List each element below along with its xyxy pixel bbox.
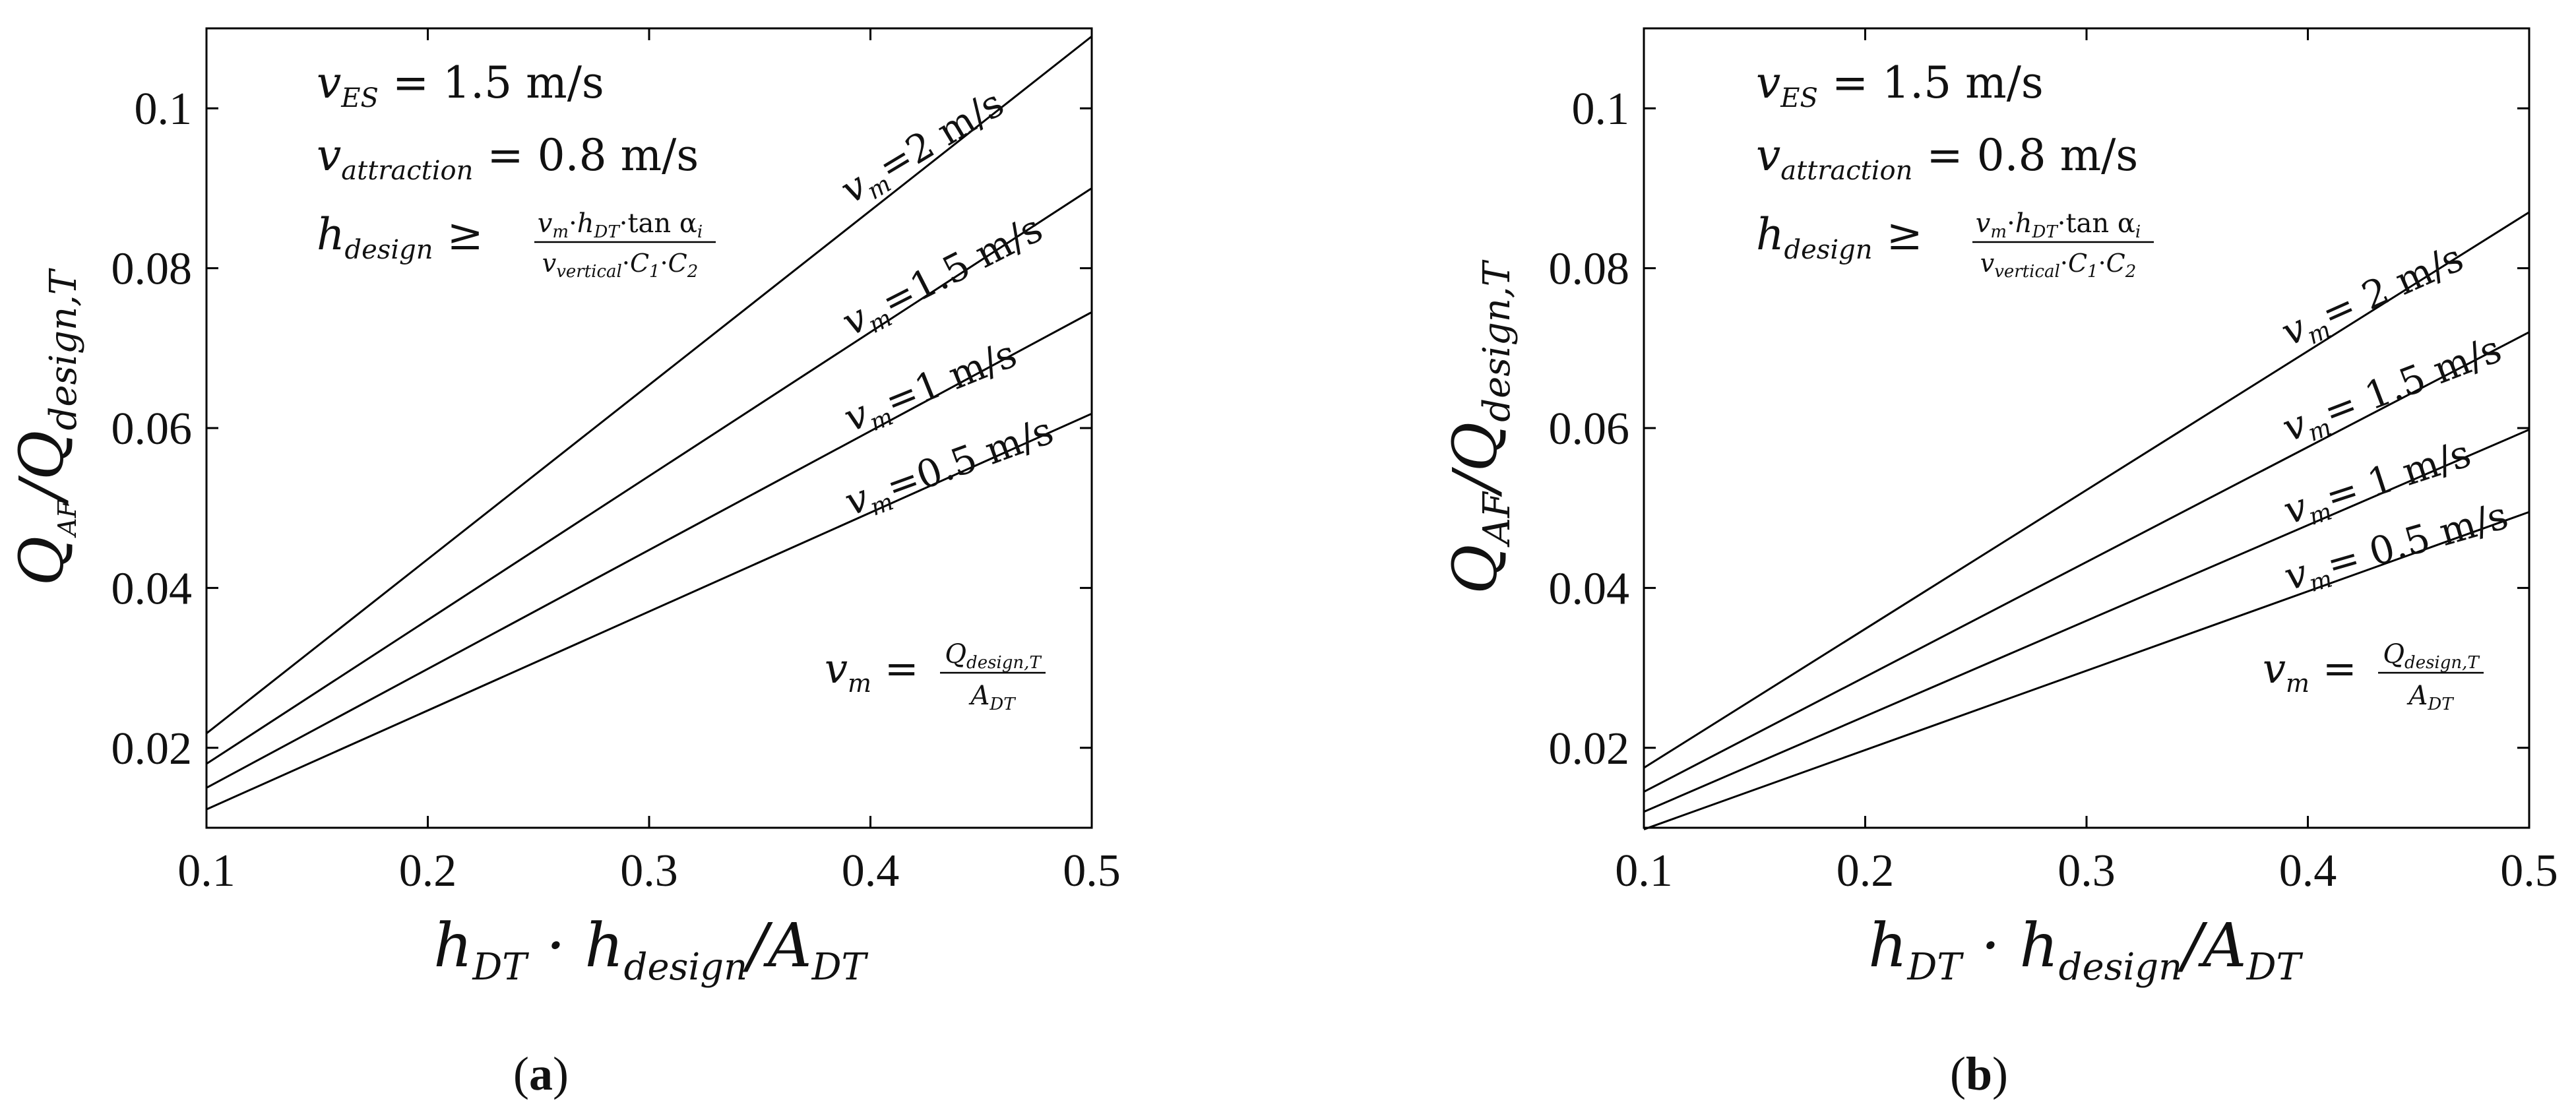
y-tick-label: 0.1 (135, 84, 193, 135)
y-tick-label: 0.08 (1549, 244, 1630, 295)
x-tick-label: 0.3 (2058, 846, 2116, 896)
series-line-1 (1643, 331, 2530, 793)
svg-text:vvertical·C1·C2: vvertical·C1·C2 (1980, 249, 2137, 282)
vm-formula: vm = Qdesign,T ADT (2263, 639, 2484, 714)
hdesign-formula: hdesign ≥ vm·hDT·tan αi vvertical·C1·C2 (317, 208, 716, 282)
series-line-2 (206, 311, 1092, 789)
x-tick-label: 0.4 (2279, 846, 2337, 896)
x-axis-label: hDT · hdesign/ADT (1868, 910, 2303, 989)
vm-formula: vm = Qdesign,T ADT (825, 639, 1046, 714)
x-axis-label: hDT · hdesign/ADT (433, 910, 868, 989)
series-label-vm-1-5: vm=1.5 m/s (834, 206, 1052, 349)
y-axis-label: QAF/Qdesign,T (7, 268, 85, 586)
panel-a: 0.1 0.2 0.3 0.4 0.5 0.02 0.04 0.06 0.08 0.1 QAF/Q… (7, 27, 1121, 1100)
svg-text:vm·hDT·tan αi: vm·hDT·tan αi (538, 208, 703, 242)
series-label-vm-2: vm=2 m/s (832, 80, 1013, 216)
svg-text:Qdesign,T: Qdesign,T (2383, 639, 2480, 673)
svg-text:vm =: vm = (2263, 644, 2357, 698)
series-line-3 (206, 412, 1092, 811)
hdesign-formula: hdesign ≥ vm·hDT·tan αi vvertical·C1·C2 (1756, 208, 2154, 282)
y-tick-label: 0.02 (1549, 724, 1630, 774)
vattraction-annotation: vattraction = 0.8 m/s (317, 130, 699, 186)
y-tick-label: 0.08 (111, 244, 193, 295)
svg-text:vm=1.5 m/s: vm=1.5 m/s (834, 206, 1052, 349)
axis-ticks: 0.1 0.2 0.3 0.4 0.5 0.02 0.04 0.06 0.08 0.1 (111, 28, 1121, 896)
svg-text:hdesign ≥: hdesign ≥ (317, 209, 484, 265)
svg-text:vvertical·C1·C2: vvertical·C1·C2 (542, 249, 699, 282)
y-tick-label: 0.04 (111, 563, 193, 614)
x-tick-label: 0.2 (399, 846, 457, 896)
svg-text:ADT: ADT (968, 681, 1016, 714)
caption-b: (b) (1950, 1047, 2008, 1100)
y-tick-label: 0.04 (1549, 563, 1630, 614)
x-tick-label: 0.5 (1063, 846, 1121, 896)
svg-text:vm·hDT·tan αi: vm·hDT·tan αi (1976, 208, 2141, 242)
series-line-0 (206, 35, 1092, 735)
svg-text:vm= 2 m/s: vm= 2 m/s (2275, 235, 2472, 359)
series-line-0 (1643, 211, 2530, 769)
x-tick-label: 0.4 (842, 846, 900, 896)
y-axis-label: QAF/Qdesign,T (1440, 259, 1519, 594)
series-lines (206, 35, 1092, 811)
panel-b: 0.1 0.2 0.3 0.4 0.5 0.02 0.04 0.06 0.08 0.1 QAF/Q… (1440, 27, 2558, 1100)
x-tick-label: 0.1 (177, 846, 236, 896)
y-tick-label: 0.02 (111, 724, 193, 774)
y-tick-label: 0.1 (1572, 84, 1630, 135)
svg-text:hdesign ≥: hdesign ≥ (1756, 209, 1923, 265)
svg-text:ADT: ADT (2406, 681, 2454, 714)
series-line-2 (1643, 429, 2530, 813)
series-label-vm-2: vm= 2 m/s (2275, 235, 2472, 359)
series-line-3 (1643, 511, 2530, 830)
svg-text:vm=2 m/s: vm=2 m/s (832, 80, 1013, 216)
series-line-1 (206, 187, 1092, 765)
x-tick-label: 0.3 (620, 846, 678, 896)
x-tick-label: 0.1 (1615, 846, 1673, 896)
y-tick-label: 0.06 (111, 404, 193, 454)
axis-ticks: 0.1 0.2 0.3 0.4 0.5 0.02 0.04 0.06 0.08 0.1 (1549, 28, 2558, 896)
svg-text:Qdesign,T: Qdesign,T (945, 639, 1042, 673)
svg-text:vm =: vm = (825, 644, 919, 698)
x-tick-label: 0.5 (2500, 846, 2558, 896)
ves-annotation: vES = 1.5 m/s (1756, 57, 2044, 113)
ves-annotation: vES = 1.5 m/s (317, 57, 604, 113)
x-tick-label: 0.2 (1837, 846, 1895, 896)
vattraction-annotation: vattraction = 0.8 m/s (1756, 130, 2138, 186)
caption-a: (a) (513, 1047, 569, 1100)
y-tick-label: 0.06 (1549, 404, 1630, 454)
series-lines (1643, 211, 2530, 830)
